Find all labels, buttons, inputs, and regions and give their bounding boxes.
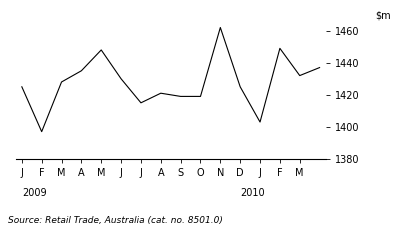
Text: Source: Retail Trade, Australia (cat. no. 8501.0): Source: Retail Trade, Australia (cat. no…	[8, 216, 223, 225]
Text: 2010: 2010	[240, 188, 265, 198]
Text: $m: $m	[376, 10, 391, 20]
Text: 2009: 2009	[22, 188, 46, 198]
